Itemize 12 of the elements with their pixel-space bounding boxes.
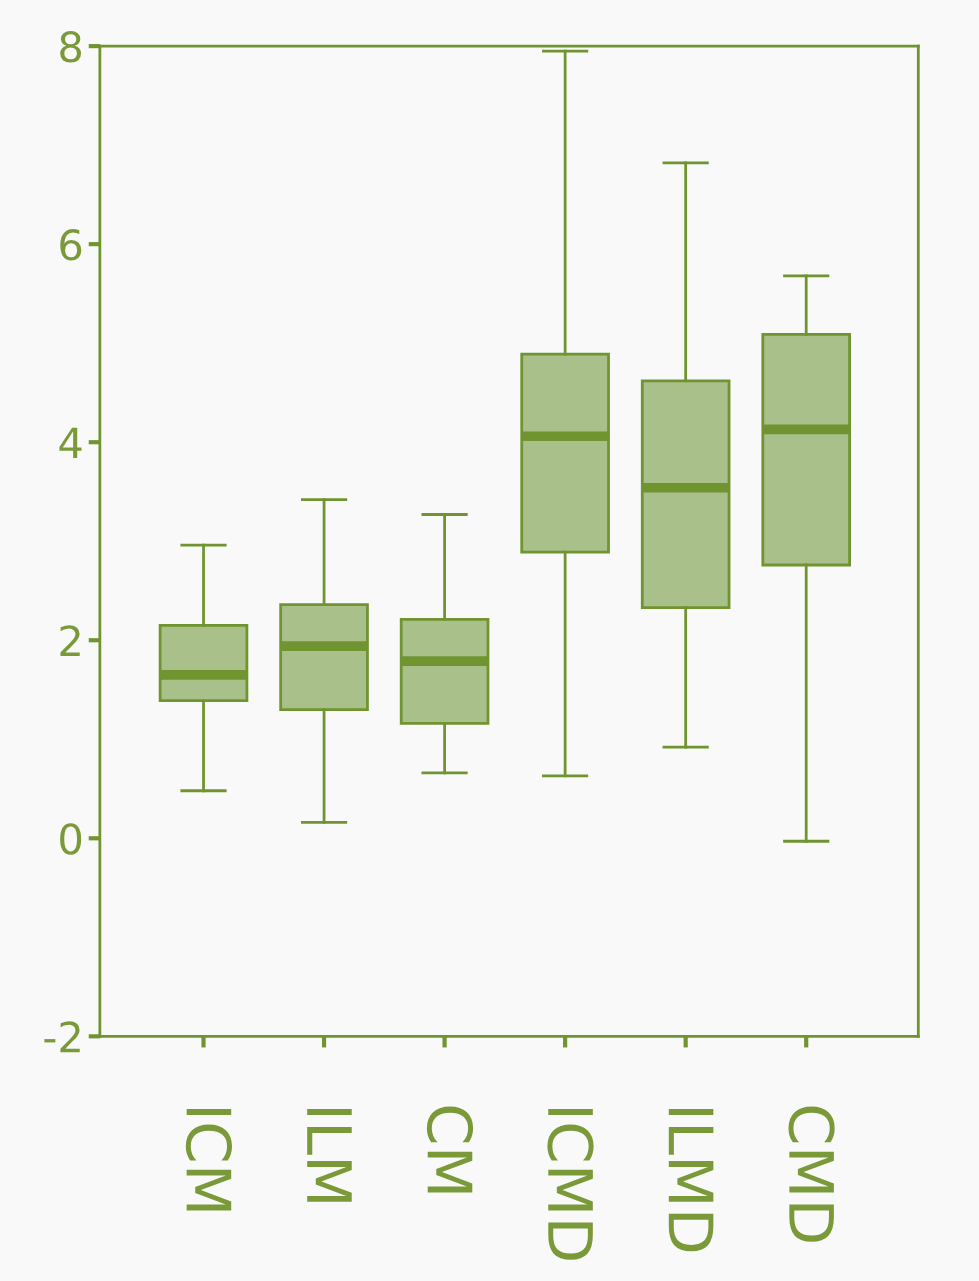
x-tick-label: ILMD — [668, 1108, 714, 1252]
y-tick-label: 2 — [60, 625, 80, 657]
x-tick-label: ILM — [307, 1108, 352, 1202]
y-tick-label: 8 — [60, 31, 82, 63]
y-tick-label: 0 — [60, 823, 82, 855]
y-tick-label: -2 — [44, 1021, 80, 1053]
x-tick-label: CM — [426, 1106, 474, 1193]
y-tick-label: 4 — [59, 427, 82, 459]
x-tick-label: ICMD — [547, 1108, 594, 1260]
y-tick-label: 6 — [60, 229, 82, 261]
x-tick-label: ICM — [185, 1108, 233, 1211]
x-tick-label: CMD — [788, 1106, 835, 1242]
